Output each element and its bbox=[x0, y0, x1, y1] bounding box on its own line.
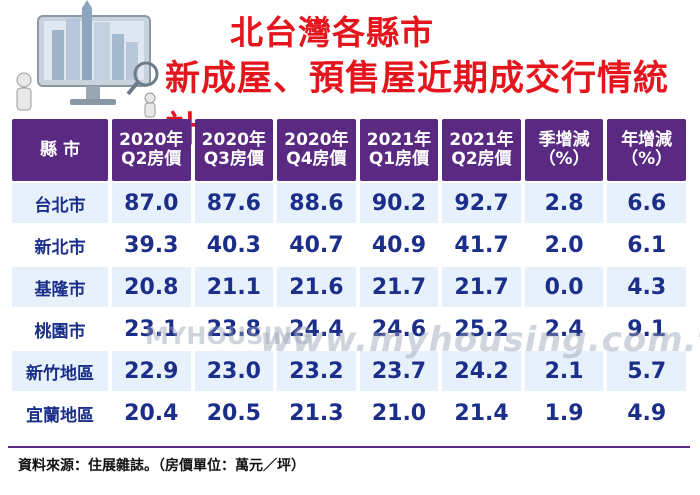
cell-value: 6.1 bbox=[607, 225, 686, 265]
table-header-row: 縣 市 2020年 Q2房價 2020年 Q3房價 2020年 Q4房價 2021年 Q… bbox=[12, 119, 686, 181]
cell-value: 24.4 bbox=[277, 309, 356, 349]
cell-value: 24.2 bbox=[442, 351, 521, 391]
cell-value: 4.3 bbox=[607, 267, 686, 307]
cell-value: 23.1 bbox=[112, 309, 191, 349]
cell-city: 新竹地區 bbox=[12, 351, 108, 391]
cell-value: 6.6 bbox=[607, 183, 686, 223]
header-qoq: 季增減 （%） bbox=[524, 119, 604, 181]
table-row: 基隆市 20.8 21.1 21.6 21.7 21.7 0.0 4.3 bbox=[12, 267, 686, 307]
watermark-logo: MYHOUSING bbox=[145, 322, 313, 350]
cell-value: 2.0 bbox=[524, 225, 604, 265]
cell-city: 桃園市 bbox=[12, 309, 108, 349]
cell-value: 87.0 bbox=[112, 183, 191, 223]
cell-value: 21.6 bbox=[277, 267, 356, 307]
header-2020q2: 2020年 Q2房價 bbox=[112, 119, 191, 181]
table-row: 桃園市 23.1 23.8 24.4 24.6 25.2 2.4 9.1 bbox=[12, 309, 686, 349]
header-2021q1: 2021年 Q1房價 bbox=[359, 119, 439, 181]
header-2021q2: 2021年 Q2房價 bbox=[442, 119, 521, 181]
cell-value: 22.9 bbox=[112, 351, 191, 391]
header-yoy: 年增減 （%） bbox=[607, 119, 686, 181]
cell-value: 87.6 bbox=[194, 183, 274, 223]
table-row: 新竹地區 22.9 23.0 23.2 23.7 24.2 2.1 5.7 bbox=[12, 351, 686, 391]
cell-value: 21.3 bbox=[277, 393, 356, 433]
cell-value: 25.2 bbox=[442, 309, 521, 349]
cell-value: 2.8 bbox=[524, 183, 604, 223]
city-monitor-illustration bbox=[0, 0, 165, 118]
cell-value: 24.6 bbox=[359, 309, 439, 349]
cell-value: 88.6 bbox=[277, 183, 356, 223]
cell-city: 台北市 bbox=[12, 183, 108, 223]
cell-value: 21.4 bbox=[442, 393, 521, 433]
cell-city: 新北市 bbox=[12, 225, 108, 265]
table-row: 台北市 87.0 87.6 88.6 90.2 92.7 2.8 6.6 bbox=[12, 183, 686, 223]
cell-city: 基隆市 bbox=[12, 267, 108, 307]
cell-value: 21.0 bbox=[359, 393, 439, 433]
cell-value: 20.5 bbox=[194, 393, 274, 433]
table-row: 新北市 39.3 40.3 40.7 40.9 41.7 2.0 6.1 bbox=[12, 225, 686, 265]
cell-value: 0.0 bbox=[524, 267, 604, 307]
cell-value: 40.3 bbox=[194, 225, 274, 265]
cell-value: 23.7 bbox=[359, 351, 439, 391]
cell-value: 40.9 bbox=[359, 225, 439, 265]
cell-value: 2.4 bbox=[524, 309, 604, 349]
cell-value: 21.7 bbox=[442, 267, 521, 307]
cell-value: 23.0 bbox=[194, 351, 274, 391]
cell-value: 23.2 bbox=[277, 351, 356, 391]
cell-value: 92.7 bbox=[442, 183, 521, 223]
table-row: 宜蘭地區 20.4 20.5 21.3 21.0 21.4 1.9 4.9 bbox=[12, 393, 686, 433]
cell-value: 5.7 bbox=[607, 351, 686, 391]
source-note: 資料來源：住展雜誌。（房價單位：萬元／坪） bbox=[18, 458, 305, 474]
cell-value: 2.1 bbox=[524, 351, 604, 391]
cell-value: 20.4 bbox=[112, 393, 191, 433]
cell-value: 41.7 bbox=[442, 225, 521, 265]
cell-value: 21.1 bbox=[194, 267, 274, 307]
cell-value: 4.9 bbox=[607, 393, 686, 433]
cell-value: 21.7 bbox=[359, 267, 439, 307]
footer-divider bbox=[8, 446, 690, 448]
cell-value: 90.2 bbox=[359, 183, 439, 223]
header-2020q4: 2020年 Q4房價 bbox=[277, 119, 356, 181]
header-2020q3: 2020年 Q3房價 bbox=[194, 119, 274, 181]
cell-value: 20.8 bbox=[112, 267, 191, 307]
cell-city: 宜蘭地區 bbox=[12, 393, 108, 433]
cell-value: 9.1 bbox=[607, 309, 686, 349]
title-line-1: 北台灣各縣市 bbox=[230, 13, 434, 52]
cell-value: 1.9 bbox=[524, 393, 604, 433]
cell-value: 40.7 bbox=[277, 225, 356, 265]
header-city: 縣 市 bbox=[12, 119, 108, 181]
cell-value: 23.8 bbox=[194, 309, 274, 349]
price-table: 縣 市 2020年 Q2房價 2020年 Q3房價 2020年 Q4房價 2021年 Q… bbox=[8, 117, 690, 435]
cell-value: 39.3 bbox=[112, 225, 191, 265]
